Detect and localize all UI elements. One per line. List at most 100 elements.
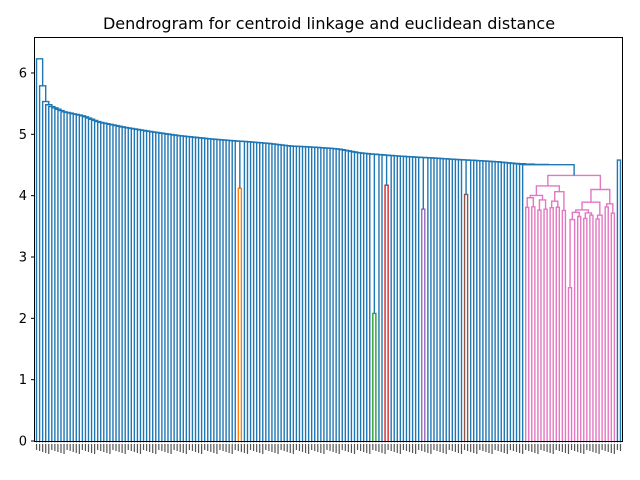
dendrogram-link-4 [463,193,469,441]
leaf-label-mark [586,444,588,450]
leaf-label-mark [78,444,80,454]
leaf-label-mark [283,444,285,451]
dendrogram-link-29 [604,206,609,441]
leaf-label-mark [317,444,319,452]
leaf-label-mark [155,444,157,454]
leaf-label-mark [259,444,261,453]
leaf-label-mark [448,444,450,450]
leaf-label-mark [97,444,99,450]
leaf-label-mark [564,444,567,453]
leaf-label-mark [567,444,570,454]
leaf-label-mark [320,444,322,453]
leaf-label-mark [311,444,313,450]
leaf-label-mark [38,444,41,451]
leaf-label-mark [84,444,87,451]
leaf-label-mark [268,444,270,451]
leaf-label-mark [451,444,453,451]
leaf-label-mark [335,444,337,453]
leaf-label-mark [610,444,612,453]
leaf-label-mark [136,444,139,453]
leaf-label-mark [577,444,579,452]
leaf-label-mark [90,444,93,453]
leaf-label-mark [589,444,591,451]
leaf-label-mark [115,444,117,451]
leaf-label-mark [439,444,441,452]
dendrogram-link-2 [384,184,389,441]
leaf-label-mark [45,444,47,453]
leaf-label-mark [402,444,405,450]
leaf-label-mark [500,444,502,452]
leaf-label-mark [222,444,224,451]
leaf-label-mark [580,444,582,453]
leaf-label-mark [598,444,600,454]
leaf-label-mark [418,444,420,450]
leaf-label-mark [252,444,255,451]
leaf-label-mark [592,444,594,452]
leaf-label-mark [363,444,365,452]
leaf-label-mark [476,444,478,454]
y-tick-label: 5 [19,128,27,143]
y-tick-label: 1 [19,373,27,388]
leaf-label-mark [262,444,264,454]
plot-frame [34,37,623,442]
dendrogram-link-53 [460,159,471,441]
leaf-label-mark [48,444,50,454]
dendrogram-link-9 [549,207,554,441]
leaf-label-mark [546,444,548,452]
leaf-label-mark [57,444,59,452]
y-tick-label: 0 [19,435,27,450]
leaf-label-mark [561,444,563,452]
dendrogram-links [35,58,622,441]
leaf-label-mark [314,444,316,451]
leaf-label-mark [583,444,585,454]
leaf-label-mark [482,444,484,451]
leaf-label-mark [142,444,145,450]
leaf-label-mark [408,444,411,452]
leaf-label-mark [194,444,197,452]
leaf-label-mark [60,444,62,453]
y-tick-label: 4 [19,189,27,204]
leaf-label-mark [51,444,53,450]
leaf-label-mark [369,444,371,454]
leaf-label-mark [170,444,172,454]
y-axis: 0 1 2 3 4 5 6 [19,66,35,450]
leaf-label-mark [210,444,212,452]
leaf-label-mark [515,444,518,452]
leaf-label-mark [549,444,551,453]
leaf-label-mark [570,444,573,450]
leaf-label-mark [72,444,74,452]
leaf-label-mark [473,444,475,453]
leaf-label-mark [372,444,374,450]
leaf-label-mark [607,444,609,452]
leaf-label-mark [442,444,444,453]
leaf-label-mark [399,444,401,454]
y-tick-label: 2 [19,312,27,327]
leaf-label-mark [604,444,606,451]
dendrogram-link-20 [576,215,582,441]
leaf-label-mark [204,444,206,450]
leaf-label-mark [595,444,597,453]
leaf-label-mark [366,444,368,453]
leaf-label-mark [518,444,521,453]
leaf-label-mark [454,444,456,452]
dendrogram-link-11 [561,209,567,441]
leaf-label-mark [353,444,356,454]
leaf-label-mark [94,444,96,454]
leaf-label-mark [207,444,209,451]
leaf-label-mark [179,444,181,452]
leaf-label-mark [393,444,395,452]
leaf-label-mark [289,444,291,453]
leaf-label-mark [427,444,429,453]
leaf-labels [35,441,622,454]
leaf-label-mark [54,444,56,451]
leaf-label-mark [445,444,447,454]
leaf-label-mark [424,444,426,452]
leaf-label-mark [298,444,301,451]
leaf-label-mark [280,444,282,450]
dendrogram-link-21 [583,217,588,441]
leaf-label-mark [295,444,297,450]
leaf-label-mark [271,444,273,452]
leaf-label-mark [537,444,539,454]
leaf-label-mark [460,444,463,454]
leaf-label-mark [378,444,380,452]
